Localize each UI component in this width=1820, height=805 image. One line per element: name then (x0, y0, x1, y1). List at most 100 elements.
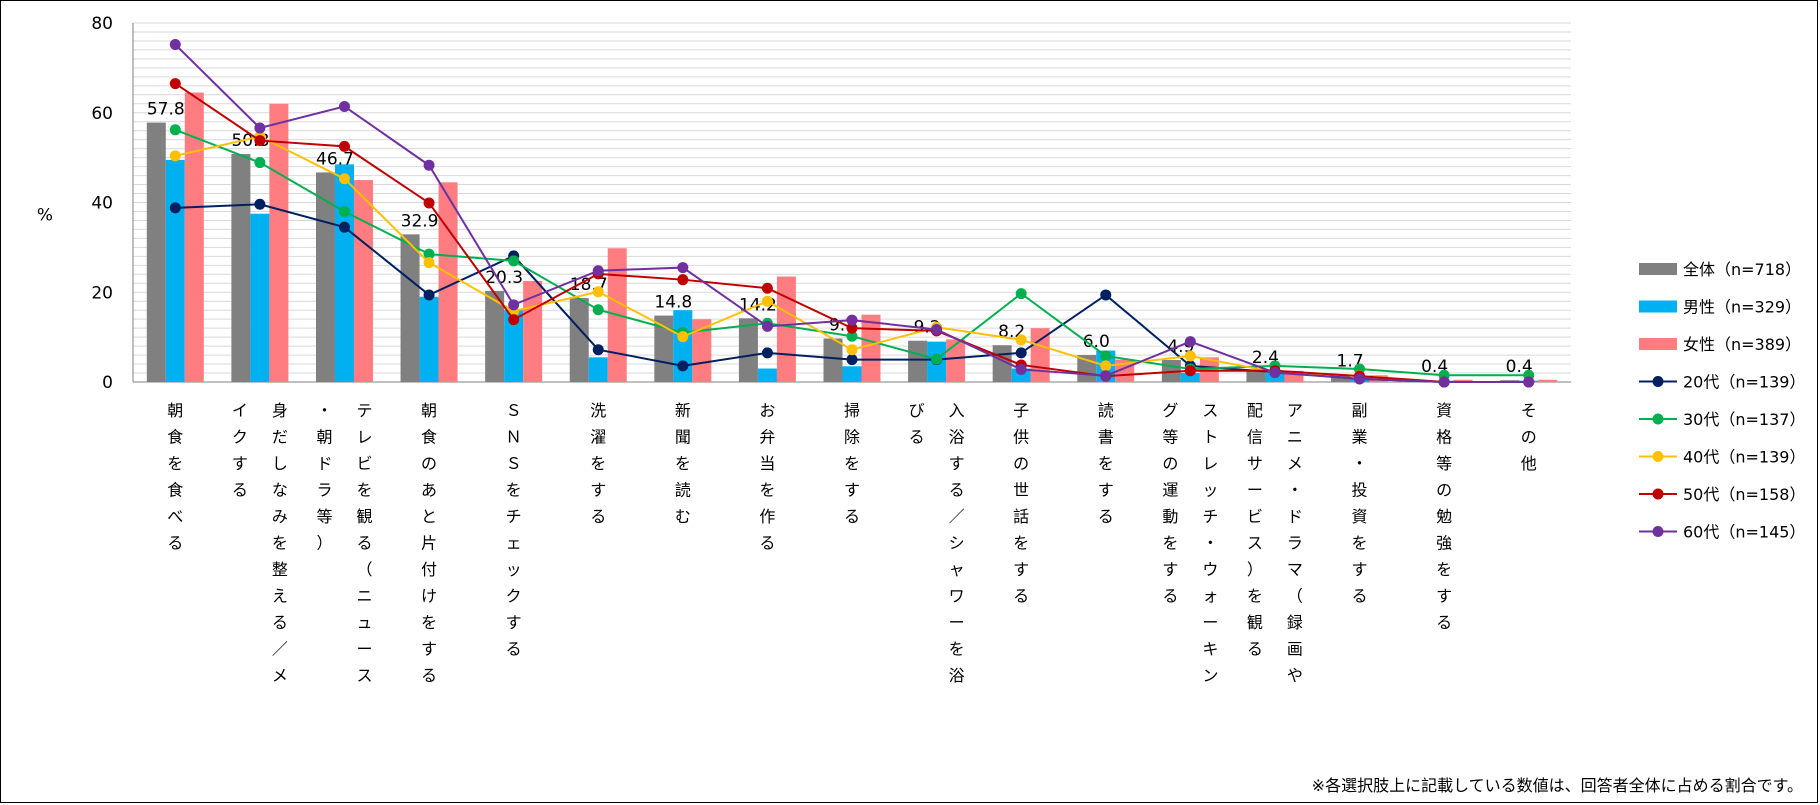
legend-label: 40代（n=139） (1683, 448, 1805, 467)
category-label-char: を (506, 481, 522, 500)
category-label-char: ラ (316, 481, 332, 500)
category-label-char: レ (356, 428, 372, 447)
series-point (1100, 370, 1112, 382)
category-label-char: ト (1202, 428, 1218, 447)
category-label-char: ー (1247, 481, 1263, 500)
series-point (761, 320, 773, 332)
category-label-char: ア (1287, 401, 1303, 420)
category-label-char: 朝 (316, 428, 332, 447)
y-tick-label: 0 (102, 373, 113, 393)
category-label-char: 浴 (949, 666, 965, 685)
category-label-char: 身 (272, 401, 288, 420)
category-label-char: 等 (316, 507, 332, 526)
category-label-char: キ (1202, 640, 1218, 659)
category-label-char: 食 (167, 481, 183, 500)
legend-marker (1652, 526, 1664, 537)
category-label-char: ー (356, 640, 372, 659)
series-point (423, 289, 435, 301)
category-label-char: る (232, 481, 248, 500)
legend-marker (1652, 451, 1664, 462)
legend-label: 60代（n=145） (1683, 523, 1805, 542)
category-label-char: の (421, 454, 437, 473)
bar (353, 180, 373, 382)
series-point (592, 304, 604, 316)
category-label-char: 等 (1436, 454, 1452, 473)
category-label-char: を (1352, 534, 1368, 553)
category-label-char: の (1013, 454, 1029, 473)
category-label-char: ワ (949, 587, 965, 606)
category-label-char: 書 (1098, 428, 1114, 447)
category-label-char: ク (506, 587, 522, 606)
bar (1453, 379, 1473, 382)
category-label-char: む (675, 507, 691, 526)
category-label-char: ・ (1287, 481, 1303, 500)
category-label-char: ／ (272, 640, 288, 659)
series-point (761, 347, 773, 359)
category-label-char: Ｎ (506, 428, 522, 447)
series-point (1184, 336, 1196, 348)
category-label-char: す (949, 454, 965, 473)
bar (1180, 373, 1200, 382)
category-label-char: イ (232, 401, 248, 420)
category-label-char: 付 (421, 560, 437, 579)
bar (908, 340, 928, 382)
category-label-char: を (356, 481, 372, 500)
y-tick-label: 60 (91, 104, 113, 124)
category-label-char: る (506, 640, 522, 659)
category-label-char: る (949, 481, 965, 500)
category-label-char: え (272, 587, 288, 606)
category-label-char: る (1013, 587, 1029, 606)
category-label-char: 食 (421, 428, 437, 447)
category-label-char: る (272, 613, 288, 632)
category-label-char: す (1352, 560, 1368, 579)
category-label-char: チ (506, 507, 522, 526)
series-point (677, 331, 689, 343)
category-label-char: る (421, 666, 437, 685)
category-label-char: を (1098, 454, 1114, 473)
category-label-char: サ (1247, 454, 1263, 473)
series-point (254, 157, 266, 169)
category-label-char: ラ (1287, 534, 1303, 553)
data-label: 6.0 (1083, 332, 1110, 352)
series-point (508, 314, 520, 326)
bar (569, 298, 589, 382)
category-label-char: 格 (1436, 428, 1452, 447)
category-label-char: だ (272, 428, 288, 447)
category-label-char: や (1287, 666, 1303, 685)
category-label-char: ク (232, 428, 248, 447)
series-point (1100, 289, 1112, 301)
bar (250, 213, 270, 382)
data-label: 57.8 (147, 100, 185, 120)
bar (269, 103, 289, 383)
category-label-char: 等 (1162, 428, 1178, 447)
category-label-char: す (1098, 481, 1114, 500)
category-label-char: け (421, 587, 437, 606)
series-point (677, 262, 689, 274)
category-label-char: 読 (675, 481, 691, 500)
series-point (169, 150, 181, 162)
category-label-char: ス (356, 666, 372, 685)
bar (438, 182, 458, 382)
series-point (1184, 350, 1196, 362)
data-label: 20.3 (485, 268, 523, 288)
category-label-char: 読 (1098, 401, 1114, 420)
category-label-char: の (1162, 454, 1178, 473)
category-label-char: を (1247, 587, 1263, 606)
series-point (254, 122, 266, 134)
series-point (1015, 334, 1027, 346)
category-label-char: そ (1521, 401, 1537, 420)
series-point (1100, 360, 1112, 372)
category-label-char: る (590, 507, 606, 526)
category-label-char: 浴 (949, 428, 965, 447)
bar (419, 296, 439, 382)
category-label-char: 副 (1352, 401, 1368, 420)
series-point (169, 78, 181, 90)
y-tick-label: 80 (91, 14, 113, 34)
bar (231, 154, 251, 382)
category-label-char: を (1162, 534, 1178, 553)
category-label-char: ッ (1202, 481, 1218, 500)
bar (1284, 370, 1304, 382)
category-label-char: 食 (167, 428, 183, 447)
